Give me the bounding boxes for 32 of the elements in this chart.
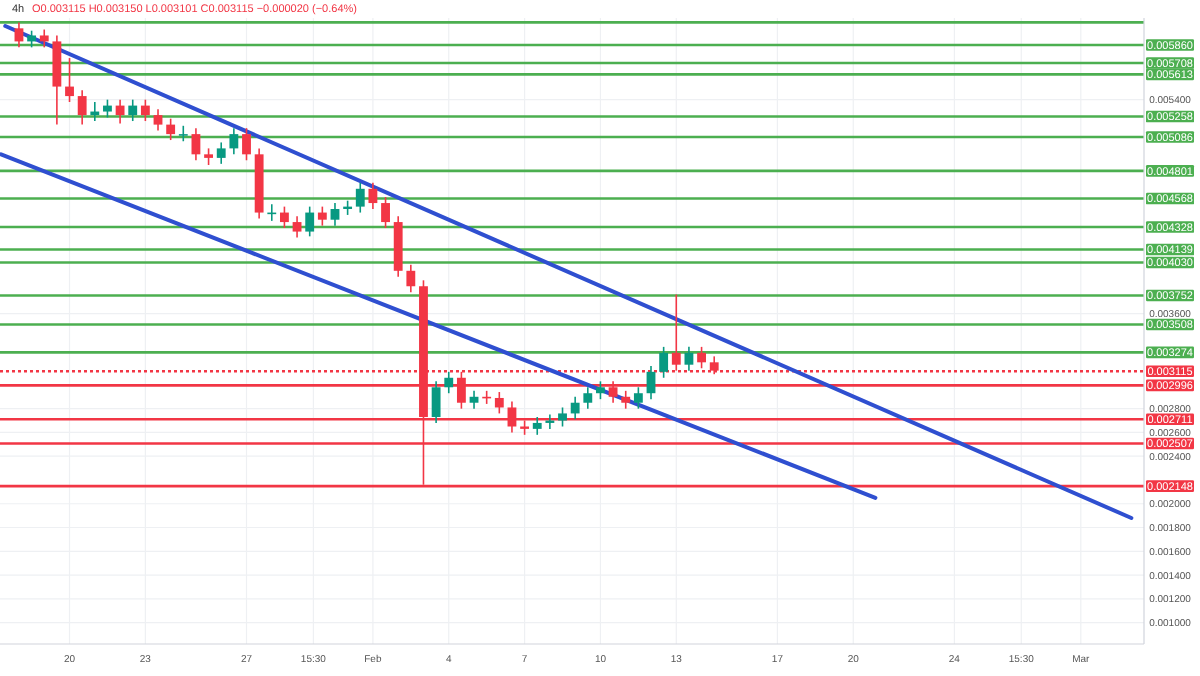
candlestick: [242, 127, 251, 162]
candlestick: [77, 89, 87, 126]
candlestick: [115, 98, 125, 125]
candlestick: [166, 117, 176, 141]
candlestick: [697, 346, 706, 370]
candlestick: [178, 125, 188, 143]
candlestick: [292, 215, 302, 239]
candlestick: [280, 205, 289, 229]
candlestick: [684, 346, 694, 372]
candlestick: [216, 141, 226, 165]
candlestick: [229, 127, 239, 156]
candlestick: [633, 386, 643, 410]
candlestick: [583, 386, 593, 410]
candlestick: [140, 98, 150, 122]
candlestick: [153, 108, 163, 132]
candlestick: [431, 380, 441, 424]
candlestick: [368, 182, 378, 210]
candlestick: [330, 202, 340, 227]
candlestick: [406, 264, 416, 293]
candlestick: [494, 391, 504, 415]
candlestick: [305, 205, 315, 238]
candlestick: [659, 346, 669, 379]
candlestick: [558, 406, 567, 428]
candlestick: [65, 57, 74, 103]
candlestick: [128, 98, 138, 122]
candlestick: [355, 182, 365, 214]
candlestick: [52, 34, 62, 126]
candlestick: [570, 395, 580, 421]
candlestick: [14, 21, 24, 49]
candlestick: [381, 196, 390, 229]
candlestick: [317, 205, 327, 227]
candlestick: [444, 371, 454, 395]
